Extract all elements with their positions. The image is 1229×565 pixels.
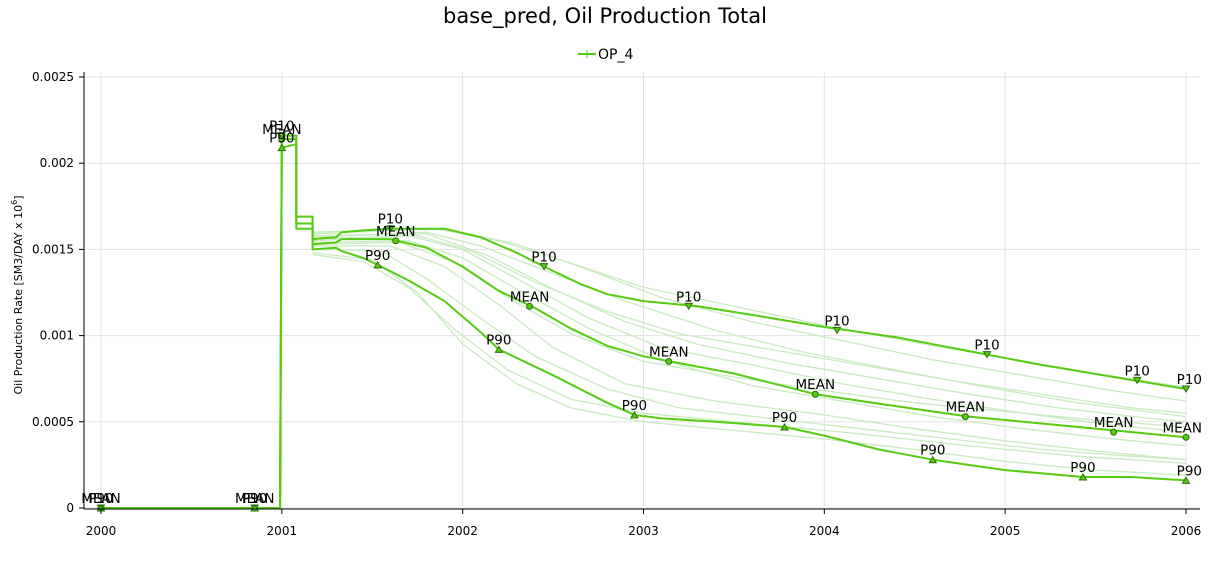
y-axis-title: Oil Production Rate [SM3/DAY x 106] bbox=[10, 195, 25, 394]
marker-p90 bbox=[494, 345, 504, 353]
chart-title: base_pred, Oil Production Total bbox=[443, 4, 767, 29]
realization-line bbox=[312, 234, 1187, 414]
label-p10: P10 bbox=[242, 491, 267, 507]
label-p90: P90 bbox=[242, 491, 267, 507]
marker-p90 bbox=[630, 410, 639, 419]
label-p10: P10 bbox=[824, 313, 849, 329]
marker-p90 bbox=[373, 260, 383, 269]
label-mean: MEAN bbox=[81, 491, 121, 507]
label-mean: MEAN bbox=[262, 122, 302, 138]
label-p90: P90 bbox=[1070, 460, 1095, 476]
y-axis-ticks: 0 0.0005 0.001 0.0015 0.002 0.0025 bbox=[32, 70, 84, 515]
label-p90: P90 bbox=[365, 248, 390, 264]
label-mean: MEAN bbox=[946, 400, 986, 416]
realization-line bbox=[312, 231, 1187, 418]
label-p90: P90 bbox=[1177, 463, 1202, 479]
x-tick-label: 2002 bbox=[447, 524, 478, 538]
marker-p90 bbox=[277, 143, 287, 152]
realization-curves bbox=[312, 228, 1187, 476]
marker-mean bbox=[1182, 433, 1190, 441]
marker-mean bbox=[278, 135, 286, 143]
label-mean: MEAN bbox=[796, 377, 836, 393]
label-p10: P10 bbox=[1125, 363, 1150, 379]
realization-line bbox=[312, 245, 1187, 461]
x-tick-label: 2003 bbox=[628, 524, 659, 538]
label-mean: MEAN bbox=[649, 344, 689, 360]
marker-p10 bbox=[684, 302, 694, 311]
statistic-markers bbox=[96, 132, 1191, 512]
x-tick-label: 2000 bbox=[86, 524, 117, 538]
x-tick-label: 2005 bbox=[990, 524, 1021, 538]
label-mean: MEAN bbox=[235, 491, 275, 507]
label-p10: P10 bbox=[531, 250, 556, 266]
legend-label-op4: OP_4 bbox=[598, 47, 633, 63]
label-p90: P90 bbox=[269, 131, 294, 147]
label-p90: P90 bbox=[920, 443, 945, 459]
series-line-p10 bbox=[101, 134, 1187, 509]
realization-line bbox=[312, 252, 1187, 476]
x-tick-label: 2001 bbox=[267, 524, 298, 538]
label-p90: P90 bbox=[88, 491, 113, 507]
realization-line bbox=[312, 228, 1187, 402]
series-line-p90 bbox=[101, 143, 1187, 509]
y-axis-title-exponent: 6 bbox=[10, 200, 19, 205]
y-tick-label: 0 bbox=[66, 501, 74, 515]
marker-p90 bbox=[1181, 476, 1191, 484]
realization-line bbox=[312, 241, 1187, 428]
label-p10: P10 bbox=[974, 338, 999, 354]
realization-line bbox=[312, 253, 1187, 464]
marker-p10 bbox=[385, 225, 395, 233]
marker-mean bbox=[961, 413, 969, 421]
marker-p10 bbox=[1132, 376, 1142, 385]
marker-mean bbox=[1110, 428, 1118, 436]
y-axis-title-close: ] bbox=[12, 195, 25, 199]
label-mean: MEAN bbox=[1094, 415, 1134, 431]
y-axis-title-main: Oil Production Rate [SM3/DAY x 10 bbox=[12, 205, 25, 395]
label-p10: P10 bbox=[88, 491, 113, 507]
x-axis-ticks: 2000 2001 2002 2003 2004 2005 2006 bbox=[86, 509, 1202, 538]
marker-p90 bbox=[780, 422, 789, 431]
legend[interactable]: + OP_4 bbox=[578, 47, 633, 63]
marker-mean bbox=[526, 302, 534, 310]
y-tick-label: 0.001 bbox=[40, 329, 74, 343]
label-p10: P10 bbox=[378, 212, 403, 228]
label-p90: P90 bbox=[486, 332, 511, 348]
label-p10: P10 bbox=[676, 289, 701, 305]
x-tick-label: 2006 bbox=[1171, 524, 1202, 538]
marker-p90 bbox=[928, 455, 938, 464]
legend-series-marker: + bbox=[582, 47, 592, 61]
label-p10: P10 bbox=[1177, 372, 1202, 388]
marker-mean bbox=[665, 357, 673, 365]
realization-line bbox=[312, 233, 1187, 423]
marker-p10 bbox=[1181, 385, 1191, 394]
marker-p10 bbox=[832, 326, 842, 335]
statistic-curves bbox=[101, 134, 1187, 509]
label-p10: P10 bbox=[269, 119, 294, 135]
realization-line bbox=[312, 234, 1187, 433]
marker-mean bbox=[811, 390, 819, 398]
label-mean: MEAN bbox=[376, 224, 416, 240]
realization-line bbox=[312, 248, 1187, 461]
label-mean: MEAN bbox=[1162, 420, 1202, 436]
label-p90: P90 bbox=[622, 398, 647, 414]
marker-p10 bbox=[982, 351, 992, 359]
y-tick-label: 0.0025 bbox=[32, 70, 74, 84]
x-tick-label: 2004 bbox=[809, 524, 840, 538]
realization-line bbox=[312, 240, 1187, 447]
label-p90: P90 bbox=[772, 410, 797, 426]
y-tick-label: 0.002 bbox=[40, 156, 74, 170]
marker-p90 bbox=[1078, 472, 1088, 481]
marker-p10 bbox=[539, 263, 549, 271]
marker-mean bbox=[392, 237, 400, 245]
y-tick-label: 0.0015 bbox=[32, 242, 74, 256]
label-mean: MEAN bbox=[510, 289, 550, 305]
y-tick-label: 0.0005 bbox=[32, 415, 74, 429]
